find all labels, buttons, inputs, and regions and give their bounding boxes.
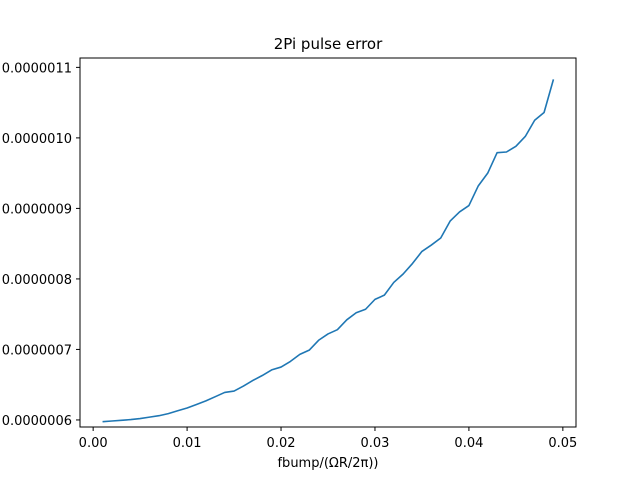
y-tick-label: 0.0000009 <box>2 202 72 217</box>
chart-title: 2Pi pulse error <box>274 35 383 53</box>
y-tick-label: 0.0000011 <box>2 61 72 76</box>
x-axis: 0.00 0.01 0.02 0.03 0.04 0.05 <box>79 427 577 451</box>
x-tick-label: 0.05 <box>548 436 577 451</box>
y-tick-label: 0.0000007 <box>2 343 72 358</box>
y-tick-label: 0.0000006 <box>2 414 72 429</box>
axes-frame <box>79 57 577 428</box>
y-tick-label: 0.0000008 <box>2 273 72 288</box>
y-tick-label: 0.0000010 <box>2 132 72 147</box>
series-line-0 <box>102 79 555 423</box>
y-axis: 0.0000006 0.0000007 0.0000008 0.0000009 0.00… <box>2 61 80 429</box>
x-tick-label: 0.03 <box>360 436 389 451</box>
x-tick-label: 0.01 <box>173 436 202 451</box>
x-tick-label: 0.04 <box>454 436 483 451</box>
plot-area <box>102 79 555 423</box>
x-tick-label: 0.00 <box>79 436 108 451</box>
x-axis-label: fbump/(ΩR/2π)) <box>277 456 378 471</box>
x-tick-label: 0.02 <box>267 436 296 451</box>
